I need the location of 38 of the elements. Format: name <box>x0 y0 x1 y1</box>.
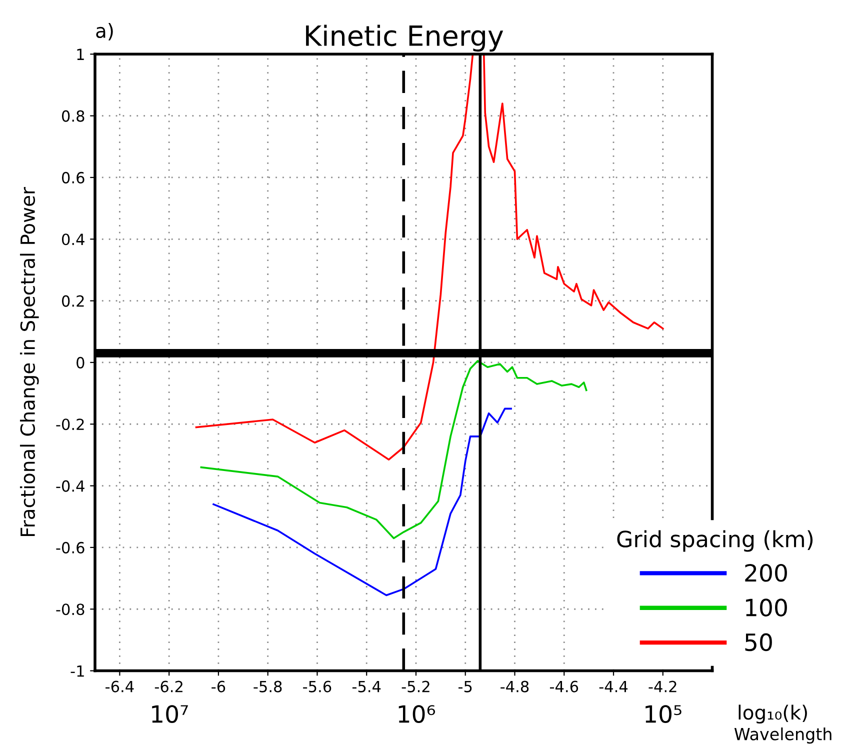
y-tick-label: 0.8 <box>62 110 84 122</box>
y-axis-title: Fractional Change in Spectral Power <box>20 187 39 536</box>
y-tick-label: 0.4 <box>62 234 84 246</box>
x-tick-label: -6.4 <box>106 680 134 692</box>
y-tick-label: -0.2 <box>56 418 84 430</box>
x-tick-label: -6 <box>212 680 226 692</box>
line-series <box>212 408 512 596</box>
legend-label: 50 <box>745 633 772 652</box>
x-tick-label: -5.2 <box>402 680 430 692</box>
text: a) <box>96 23 113 40</box>
y-tick-label: 0 <box>76 356 84 368</box>
y-tick-label: 1 <box>77 48 84 60</box>
chart-title: Kinetic Energy <box>306 24 504 52</box>
x-tick-label: -4.6 <box>550 680 578 692</box>
y-tick-label: 0.2 <box>62 295 84 307</box>
y-tick-label: -1 <box>70 665 84 677</box>
y-tick-label: -0.8 <box>56 604 84 616</box>
x-tick-label: -5 <box>458 680 472 692</box>
x2-tick-label: 10⁷ <box>152 705 188 723</box>
x-tick-label: -4.8 <box>500 680 529 692</box>
y-tick-label: -0.4 <box>56 480 84 492</box>
x-axis-title: log₁₀(k) <box>738 704 807 724</box>
x2-axis-title: Wavelength <box>734 727 832 744</box>
line-series <box>195 54 664 460</box>
x2-tick-label: 10⁶ <box>398 705 436 723</box>
x-tick-label: -5.8 <box>254 680 282 692</box>
x-tick-label: -4.4 <box>599 680 628 692</box>
legend-title: Grid spacing (km) <box>617 530 813 552</box>
x-tick-label: -6.2 <box>154 680 182 692</box>
y-tick-label: 0.6 <box>62 172 84 184</box>
x2-tick-label: 10⁵ <box>646 705 682 723</box>
y-tick-label: -0.6 <box>56 542 84 554</box>
x-tick-label: -5.6 <box>303 680 332 692</box>
x-tick-label: -5.4 <box>352 680 381 692</box>
legend-label: 100 <box>746 598 787 616</box>
x-tick-label: -4.2 <box>648 680 676 692</box>
line-series <box>200 360 588 540</box>
legend-label: 200 <box>745 564 787 582</box>
